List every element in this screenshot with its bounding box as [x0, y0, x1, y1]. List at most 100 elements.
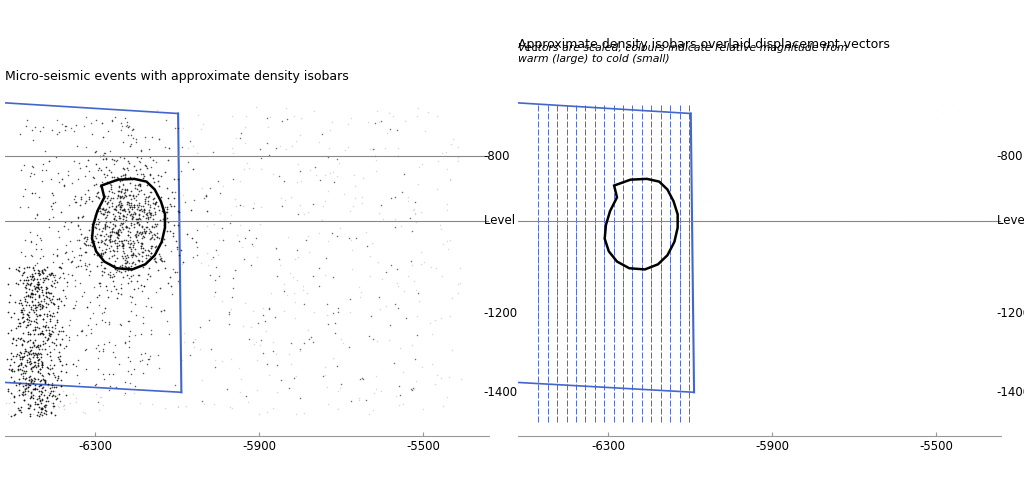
- Point: [12, 300, 29, 307]
- Point: [339, 143, 355, 151]
- Point: [99, 208, 116, 215]
- Point: [428, 264, 444, 272]
- Point: [194, 376, 210, 383]
- Point: [215, 237, 231, 244]
- Point: [0, 387, 15, 394]
- Point: [138, 181, 155, 189]
- Point: [97, 222, 114, 229]
- Point: [236, 255, 252, 263]
- Point: [102, 237, 119, 245]
- Point: [14, 336, 31, 344]
- Point: [159, 214, 175, 222]
- Point: [44, 379, 60, 387]
- Point: [68, 394, 84, 402]
- Point: [150, 202, 166, 210]
- Point: [55, 333, 72, 340]
- Point: [25, 338, 41, 346]
- Point: [11, 351, 28, 359]
- Point: [319, 311, 336, 319]
- Point: [101, 197, 118, 204]
- Point: [27, 123, 43, 131]
- Point: [29, 158, 45, 166]
- Point: [171, 251, 187, 258]
- Point: [15, 396, 32, 404]
- Point: [94, 271, 111, 279]
- Point: [125, 258, 141, 266]
- Point: [32, 329, 48, 336]
- Point: [112, 187, 128, 195]
- Point: [109, 239, 125, 247]
- Point: [94, 246, 111, 254]
- Point: [103, 173, 120, 181]
- Point: [70, 213, 86, 221]
- Point: [44, 309, 60, 317]
- Point: [90, 166, 106, 174]
- Point: [142, 210, 159, 217]
- Point: [29, 275, 45, 283]
- Point: [91, 194, 108, 202]
- Point: [283, 361, 299, 368]
- Point: [300, 232, 316, 240]
- Point: [224, 405, 241, 412]
- Point: [69, 399, 85, 407]
- Point: [127, 244, 143, 252]
- Point: [380, 109, 396, 117]
- Point: [13, 308, 30, 316]
- Point: [34, 396, 50, 404]
- Point: [364, 239, 380, 247]
- Point: [29, 351, 45, 359]
- Point: [32, 396, 48, 404]
- Point: [120, 266, 136, 273]
- Point: [97, 248, 114, 256]
- Point: [56, 181, 73, 188]
- Point: [134, 239, 151, 247]
- Point: [100, 208, 117, 215]
- Point: [19, 358, 36, 365]
- Point: [95, 211, 112, 218]
- Point: [45, 387, 61, 394]
- Point: [373, 201, 389, 209]
- Point: [144, 223, 161, 231]
- Point: [109, 242, 125, 250]
- Point: [23, 343, 39, 351]
- Point: [44, 383, 60, 391]
- Point: [18, 310, 35, 318]
- Point: [371, 209, 387, 217]
- Point: [37, 270, 53, 277]
- Point: [112, 215, 128, 223]
- Point: [41, 326, 57, 334]
- Point: [0, 179, 2, 186]
- Point: [103, 155, 120, 163]
- Point: [123, 370, 139, 378]
- Point: [81, 342, 97, 349]
- Point: [157, 215, 173, 223]
- Point: [20, 371, 37, 379]
- Point: [106, 223, 123, 230]
- Point: [16, 236, 33, 244]
- Point: [58, 237, 75, 245]
- Point: [30, 136, 46, 144]
- Point: [105, 365, 122, 373]
- Point: [116, 212, 132, 220]
- Point: [333, 380, 349, 388]
- Point: [1, 299, 17, 306]
- Point: [160, 194, 176, 201]
- Point: [34, 177, 50, 185]
- Point: [276, 178, 293, 185]
- Point: [130, 215, 146, 223]
- Point: [73, 193, 89, 201]
- Point: [53, 107, 70, 115]
- Point: [250, 319, 266, 327]
- Point: [132, 166, 148, 173]
- Point: [53, 264, 70, 272]
- Point: [28, 261, 44, 269]
- Point: [31, 293, 47, 301]
- Point: [257, 318, 273, 325]
- Point: [27, 375, 43, 382]
- Point: [152, 284, 168, 291]
- Point: [122, 358, 138, 365]
- Point: [55, 402, 72, 410]
- Point: [0, 386, 16, 393]
- Point: [158, 168, 174, 176]
- Point: [16, 369, 33, 377]
